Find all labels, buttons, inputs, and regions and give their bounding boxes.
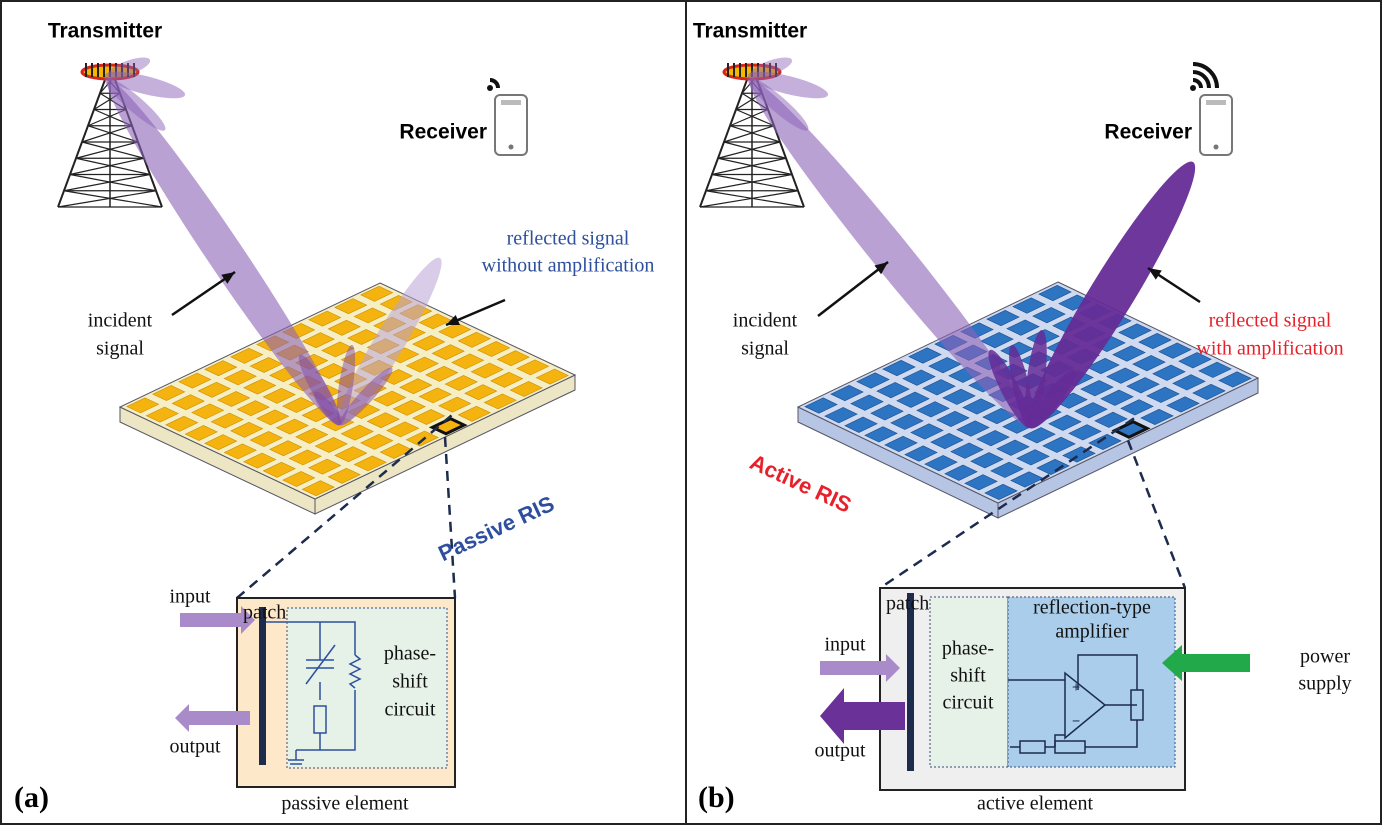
tower-brace [706,191,804,207]
tower-brace [718,158,792,174]
wifi-dot [1190,85,1196,91]
receiver-label: Receiver [1104,121,1192,144]
patch-label: patch [243,602,286,624]
element-caption: passive element [281,793,409,815]
ris-label: Active RIS [746,449,855,518]
page: {"panels": [ {"label": "(a)", "transmitt… [0,0,1382,825]
tower-brace [718,142,780,158]
tower-brace [712,175,798,191]
tower-brace [82,126,132,142]
tower-brace [730,126,780,142]
input-label: input [169,586,211,608]
circuit-label: phase- [942,638,994,660]
arrow [818,262,888,316]
circuit-label: phase- [384,643,436,665]
incident-label: incident [733,310,798,332]
tower-brace [76,142,138,158]
element-caption: active element [977,793,1093,815]
input-label: input [824,634,866,656]
circuit-label: shift [392,671,428,693]
incident-label: incident [88,310,153,332]
phone-speaker [1206,100,1226,105]
phone-button [1214,145,1219,150]
tower-brace [64,175,150,191]
tower-brace [724,142,786,158]
tower-brace [70,158,144,174]
power-label: supply [1298,673,1351,695]
tower-brace [706,175,792,191]
circuit-label: shift [950,665,986,687]
wifi-dot [487,85,493,91]
tower-brace [712,158,786,174]
receiver-label: Receiver [399,121,487,144]
tower-brace [64,191,162,207]
op-minus: − [1072,713,1080,729]
reflected-label: without amplification [482,255,655,277]
transmitter-label: Transmitter [693,20,807,43]
phone-speaker [501,100,521,105]
incident-label: signal [741,338,789,360]
circuit-label: circuit [384,699,436,721]
power-label: power [1300,646,1350,668]
patch-bar [907,593,914,771]
ris-label: Passive RIS [434,491,558,566]
reflected-label: reflected signal [1209,310,1332,332]
panel-label: (a) [14,781,49,814]
tower-brace [70,175,156,191]
panel-label: (b) [698,781,735,814]
reflected-label: with amplification [1196,338,1343,360]
amplifier-label: amplifier [1055,621,1129,643]
incident-label: signal [96,338,144,360]
arrowhead [1148,268,1162,280]
transmitter-label: Transmitter [48,20,162,43]
circuit-label: circuit [942,692,994,714]
patch-label: patch [886,593,929,615]
phone-button [509,145,514,150]
tower-brace [58,191,156,207]
drawing-layer: +− [58,53,1258,790]
reflected-label: reflected signal [507,228,630,250]
output-label: output [814,740,866,762]
patch-bar [259,607,266,765]
tower-brace [76,158,150,174]
zoom-line [1128,441,1185,589]
output-label: output [169,736,221,758]
op-plus: + [1072,679,1080,695]
tower-brace [700,191,798,207]
amplifier-label: reflection-type [1033,597,1151,619]
tower-brace [724,126,774,142]
figure: +− Transmitter Receiver reflected signal… [0,0,1382,825]
signal-arrow [820,654,900,682]
tower-brace [82,142,144,158]
zoom-line [445,437,455,598]
